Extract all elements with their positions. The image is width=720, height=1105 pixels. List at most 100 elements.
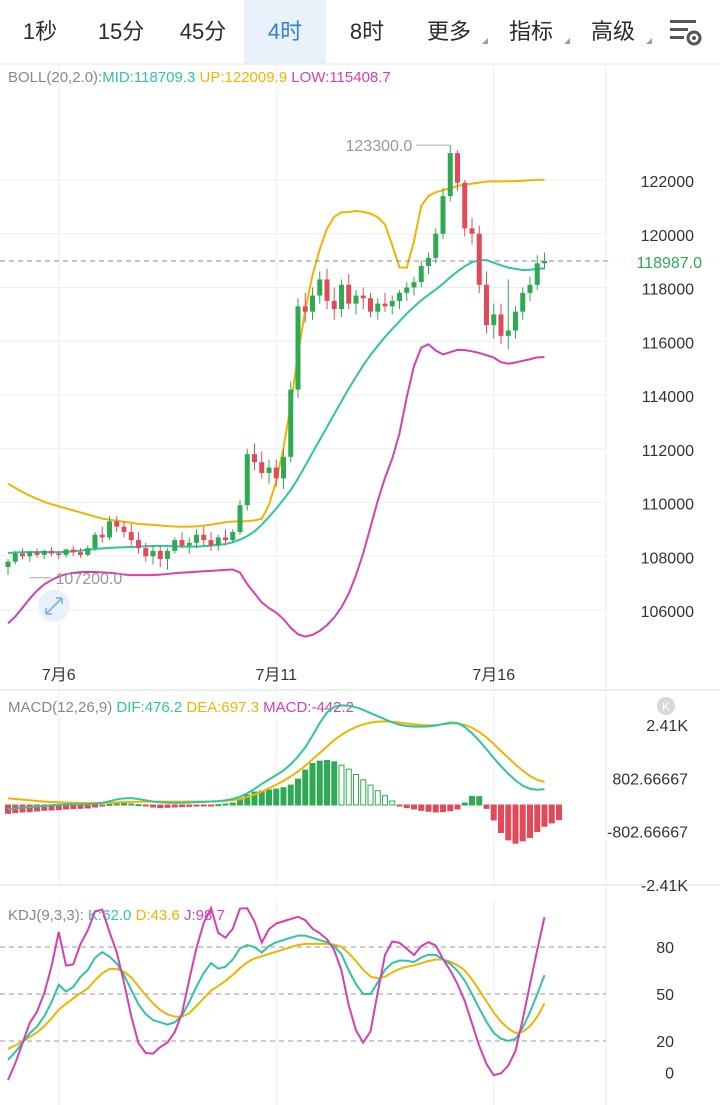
time-tick-label: 7月16 bbox=[472, 667, 515, 684]
macd-tick-label: -2.41K bbox=[641, 878, 688, 895]
candle-body bbox=[230, 532, 236, 541]
candle-body bbox=[462, 182, 468, 229]
macd-dif-line bbox=[7, 704, 545, 810]
kdj-tick-label: 80 bbox=[656, 940, 674, 957]
candle-body bbox=[368, 298, 373, 312]
tab-3[interactable]: 4时 bbox=[244, 0, 326, 64]
tab-label: 15分 bbox=[97, 19, 145, 44]
candle-body bbox=[389, 300, 395, 307]
candle-body bbox=[273, 467, 279, 479]
tab-0[interactable]: 1秒 bbox=[0, 0, 80, 64]
candle-body bbox=[5, 561, 11, 567]
macd-histogram-bar bbox=[34, 804, 40, 812]
macd-histogram-bar bbox=[411, 804, 417, 810]
kdj-tick-label: 50 bbox=[656, 987, 674, 1004]
candle-body bbox=[172, 540, 178, 551]
candle-body bbox=[70, 549, 76, 553]
candle-body bbox=[259, 462, 265, 473]
candle-body bbox=[418, 266, 424, 283]
tab-6[interactable]: 指标 bbox=[490, 0, 572, 64]
candle-body bbox=[310, 295, 315, 312]
tab-label: 8时 bbox=[349, 19, 385, 44]
macd-collapse-icon-glyph: K bbox=[662, 700, 670, 714]
candle-body bbox=[186, 542, 192, 546]
macd-histogram-bar bbox=[476, 796, 483, 806]
candle-body bbox=[353, 295, 359, 304]
candle-body bbox=[114, 521, 120, 527]
tab-label: 45分 bbox=[179, 19, 227, 44]
macd-histogram-bar bbox=[345, 768, 352, 806]
macd-legend-item: DEA:697.3 bbox=[186, 699, 263, 716]
low-marker-label: 107200.0 bbox=[56, 571, 123, 588]
candle-body bbox=[288, 389, 294, 457]
macd-histogram-bar bbox=[113, 803, 120, 806]
boll-legend-item: BOLL(20,2.0): bbox=[8, 69, 102, 86]
macd-histogram-bar bbox=[440, 804, 446, 813]
candle-body bbox=[527, 284, 533, 293]
candle-body bbox=[237, 505, 243, 533]
candle-body bbox=[266, 467, 272, 473]
candle-body bbox=[121, 526, 127, 533]
dropdown-triangle-icon bbox=[564, 38, 570, 44]
macd-histogram-bar bbox=[360, 779, 367, 806]
macd-tick-label: 802.66667 bbox=[612, 771, 688, 788]
macd-collapse-icon bbox=[657, 697, 675, 715]
boll-legend-item: LOW:115408.7 bbox=[287, 69, 391, 86]
timeframe-tabs: 1秒 15分 45分 4时 8时 更多 指标 高级 bbox=[0, 0, 720, 64]
price-tick-label: 118000 bbox=[642, 282, 694, 299]
macd-histogram-bar bbox=[295, 778, 301, 806]
candle-body bbox=[27, 552, 33, 557]
macd-histogram-bar bbox=[208, 804, 214, 807]
boll-legend-item: UP:122009.9 bbox=[195, 69, 287, 86]
kdj-legend: KDJ(9,3,3): K:62.0 D:43.6 J:98.7 bbox=[8, 907, 225, 924]
chart-settings-icon[interactable] bbox=[664, 14, 704, 50]
tab-2[interactable]: 45分 bbox=[162, 0, 244, 64]
time-tick-label: 7月11 bbox=[255, 667, 297, 684]
boll-mid-line bbox=[7, 259, 545, 555]
macd-histogram-bar bbox=[244, 794, 251, 806]
macd-tick-label: 2.41K bbox=[646, 718, 688, 735]
candle-body bbox=[85, 548, 91, 555]
macd-histogram-bar bbox=[461, 802, 468, 806]
price-tick-label: 114000 bbox=[642, 389, 694, 406]
price-tick-label: 122000 bbox=[641, 174, 694, 191]
macd-histogram-bar bbox=[338, 764, 345, 806]
macd-histogram-bar bbox=[498, 804, 504, 834]
macd-histogram-bar bbox=[164, 804, 171, 808]
candle-body bbox=[150, 550, 156, 557]
price-tick-label: 120000 bbox=[641, 228, 694, 245]
candle-body bbox=[281, 456, 286, 479]
macd-histogram-bar bbox=[505, 804, 512, 841]
macd-histogram-bar bbox=[193, 804, 200, 807]
macd-histogram-bar bbox=[469, 795, 475, 806]
tab-4[interactable]: 8时 bbox=[326, 0, 408, 64]
tab-1[interactable]: 15分 bbox=[80, 0, 162, 64]
candle-body bbox=[498, 314, 504, 336]
tab-7[interactable]: 高级 bbox=[572, 0, 654, 64]
kdj-tick-label: 20 bbox=[656, 1034, 674, 1051]
tab-5[interactable]: 更多 bbox=[408, 0, 490, 64]
candle-body bbox=[136, 540, 141, 549]
candle-body bbox=[302, 306, 308, 312]
candle-body bbox=[252, 454, 257, 463]
macd-legend-item: MACD(12,26,9) bbox=[8, 699, 116, 716]
candle-body bbox=[107, 521, 112, 538]
candle-body bbox=[56, 553, 62, 556]
macd-histogram-bar bbox=[483, 804, 490, 809]
boll-legend-item: MID:118709.3 bbox=[102, 69, 195, 86]
macd-histogram-bar bbox=[70, 804, 77, 810]
tab-label: 指标 bbox=[508, 19, 553, 44]
macd-histogram-bar bbox=[527, 804, 533, 839]
candle-body bbox=[331, 300, 337, 309]
macd-histogram-bar bbox=[324, 760, 330, 806]
macd-histogram-bar bbox=[266, 789, 272, 806]
high-marker-label: 123300.0 bbox=[346, 138, 413, 155]
candle-body bbox=[339, 284, 344, 309]
macd-histogram-bar bbox=[186, 804, 193, 807]
candle-body bbox=[397, 292, 402, 301]
macd-histogram-bar bbox=[548, 804, 555, 824]
macd-histogram-bar bbox=[142, 804, 149, 807]
candle-body bbox=[520, 292, 526, 312]
